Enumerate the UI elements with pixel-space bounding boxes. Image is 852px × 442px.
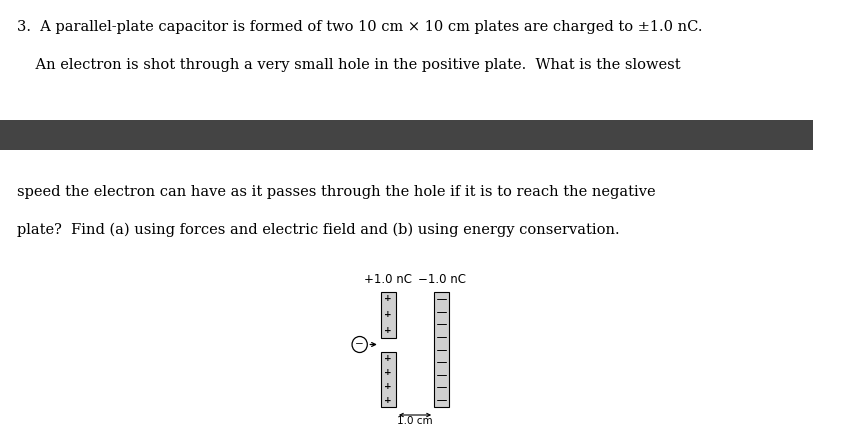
Text: 3.  A parallel-plate capacitor is formed of two 10 cm × 10 cm plates are charged: 3. A parallel-plate capacitor is formed … [17, 20, 703, 34]
Text: −: − [355, 339, 364, 350]
Text: plate?  Find (a) using forces and electric field and (b) using energy conservati: plate? Find (a) using forces and electri… [17, 223, 619, 237]
Text: +: + [384, 382, 392, 391]
Text: +: + [384, 294, 392, 303]
Text: speed the electron can have as it passes through the hole if it is to reach the : speed the electron can have as it passes… [17, 185, 656, 199]
Text: +1.0 nC: +1.0 nC [365, 273, 412, 286]
Text: +: + [384, 368, 392, 377]
Bar [0, 120, 813, 150]
Circle shape [352, 336, 367, 353]
Bar [434, 292, 449, 407]
FancyArrowPatch shape [370, 343, 376, 347]
Text: +: + [384, 354, 392, 362]
Text: +: + [384, 310, 392, 319]
Text: +: + [384, 326, 392, 335]
Text: +: + [384, 396, 392, 405]
Text: An electron is shot through a very small hole in the positive plate.  What is th: An electron is shot through a very small… [17, 58, 681, 72]
Bar [381, 292, 396, 338]
Text: −1.0 nC: −1.0 nC [417, 273, 466, 286]
Text: 1.0 cm: 1.0 cm [397, 415, 433, 426]
Bar [381, 351, 396, 407]
